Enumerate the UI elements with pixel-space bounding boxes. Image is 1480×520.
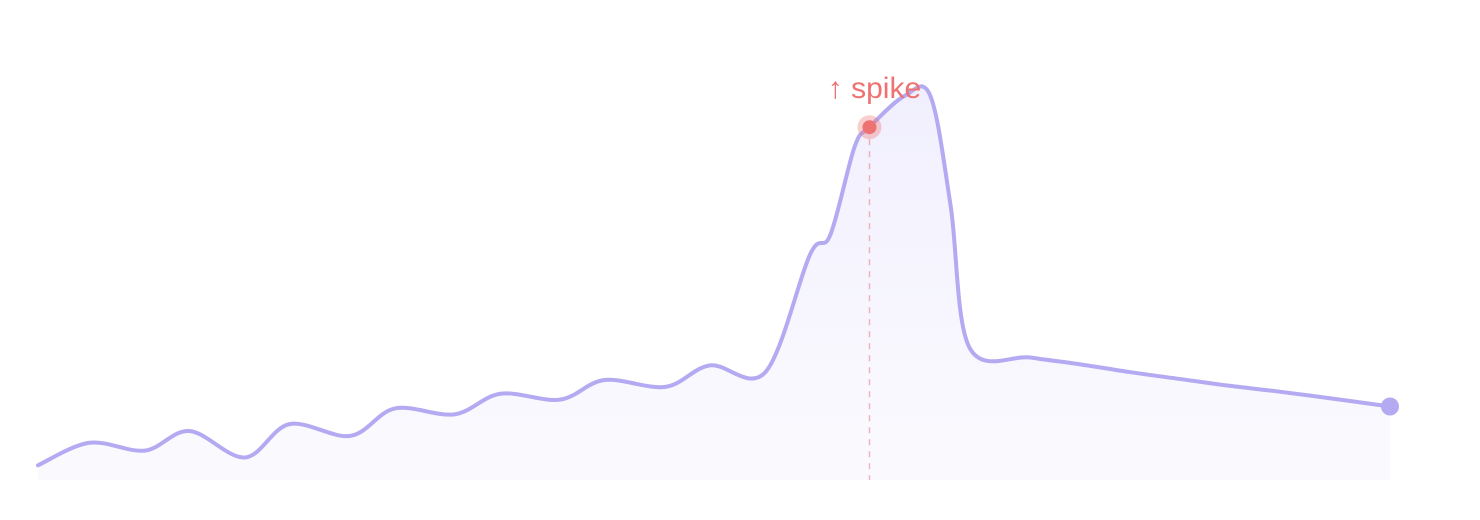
end-marker[interactable] — [1381, 397, 1399, 416]
spike-marker[interactable] — [862, 120, 877, 135]
series-line — [36, 84, 1392, 468]
spike-annotation-label: ↑ spike — [828, 72, 921, 105]
series-area — [38, 86, 1390, 480]
